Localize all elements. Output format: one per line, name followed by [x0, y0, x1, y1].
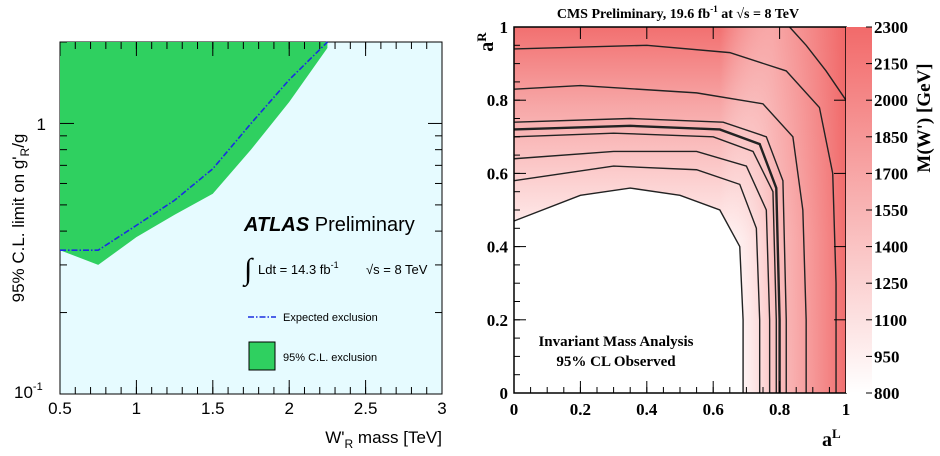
- atlas-xtick-label: 1: [132, 399, 141, 418]
- cms-ytick-label: 0.8: [487, 91, 508, 110]
- cms-ztick-label: 1700: [874, 164, 908, 183]
- atlas-x-axis-label: W'R mass [TeV]: [325, 428, 442, 451]
- atlas-xtick-label: 2.5: [354, 399, 378, 418]
- cms-ztick-label: 1850: [874, 128, 908, 147]
- contour-1850: [513, 84, 807, 393]
- atlas-luminosity-label: Ldt = 14.3 fb-1: [258, 260, 339, 277]
- cms-low-mass-region: [514, 188, 744, 393]
- legend-exclusion-label: 95% C.L. exclusion: [283, 352, 377, 364]
- contour-1000: [513, 187, 744, 393]
- legend-exclusion-swatch: [248, 341, 276, 371]
- contour-1550: [513, 132, 777, 393]
- cms-ytick-label: 0.4: [487, 238, 509, 257]
- cms-ztick-label: 1100: [874, 311, 907, 330]
- cms-ztick-label: 2000: [874, 91, 908, 110]
- atlas-energy-label: √s = 8 TeV: [366, 262, 428, 277]
- cms-annotation-line1: Invariant Mass Analysis: [538, 334, 693, 350]
- cms-ztick-label: 950: [874, 347, 900, 366]
- cms-ztick-label: 2150: [874, 55, 908, 74]
- atlas-title: ATLAS Preliminary: [243, 214, 415, 236]
- cms-mass-limit-heatmap: CMS Preliminary, 19.6 fb-1 at √s = 8 TeV…: [474, 4, 935, 451]
- cms-xtick-label: 1: [842, 400, 851, 419]
- atlas-ytick-label-0.1: 10-1: [14, 381, 43, 402]
- cms-ztick-label: 1550: [874, 201, 908, 220]
- cms-xtick-label: 0.2: [570, 400, 591, 419]
- cms-ztick-label: 1250: [874, 274, 908, 293]
- cms-ytick-label: 0: [500, 384, 509, 403]
- legend-expected-label: Expected exclusion: [283, 312, 378, 324]
- exclusion-region: [60, 42, 328, 265]
- atlas-exclusion-chart: 0.5 1 1.5 2 2.5 3 95% C.L. limit on g'R/g W'R…: [9, 41, 447, 451]
- atlas-xtick-label: 1.5: [201, 399, 225, 418]
- cms-colorbar-label: M(W') [GeV]: [914, 63, 935, 172]
- atlas-xtick-label: 3: [437, 399, 446, 418]
- contour-2150: [789, 26, 847, 101]
- cms-xtick-label: 0.6: [703, 400, 724, 419]
- cms-ytick-label: 0.2: [487, 311, 508, 330]
- cms-x-axis-label: aL: [822, 426, 841, 451]
- cms-xtick-label: 0.8: [769, 400, 790, 419]
- contour-1200: [513, 165, 761, 393]
- contour-1700: [513, 117, 787, 393]
- cms-ztick-label: 2300: [874, 18, 908, 37]
- cms-annotation-line2: 95% CL Observed: [556, 354, 676, 370]
- atlas-ytick-label-1: 1: [37, 115, 46, 134]
- atlas-xtick-label: 0.5: [48, 399, 72, 418]
- cms-y-axis-label: aR: [474, 32, 498, 52]
- cms-xtick-label: 0.4: [636, 400, 658, 419]
- cms-xtick-label: 0: [510, 400, 519, 419]
- cms-ytick-label: 0.6: [487, 164, 508, 183]
- expected-exclusion-line: [60, 41, 328, 252]
- cms-title: CMS Preliminary, 19.6 fb-1 at √s = 8 TeV: [557, 4, 799, 22]
- cms-ztick-label: 800: [874, 384, 900, 403]
- cms-ztick-label: 1400: [874, 238, 908, 257]
- atlas-xtick-label: 2: [284, 399, 293, 418]
- contour-1650: [513, 124, 781, 393]
- atlas-y-axis-label: 95% C.L. limit on g'R/g: [9, 134, 32, 303]
- integral-symbol: ∫: [242, 253, 254, 288]
- cms-ytick-label: 1: [500, 18, 509, 37]
- contour-1400: [513, 150, 771, 393]
- contour-2000: [513, 44, 837, 393]
